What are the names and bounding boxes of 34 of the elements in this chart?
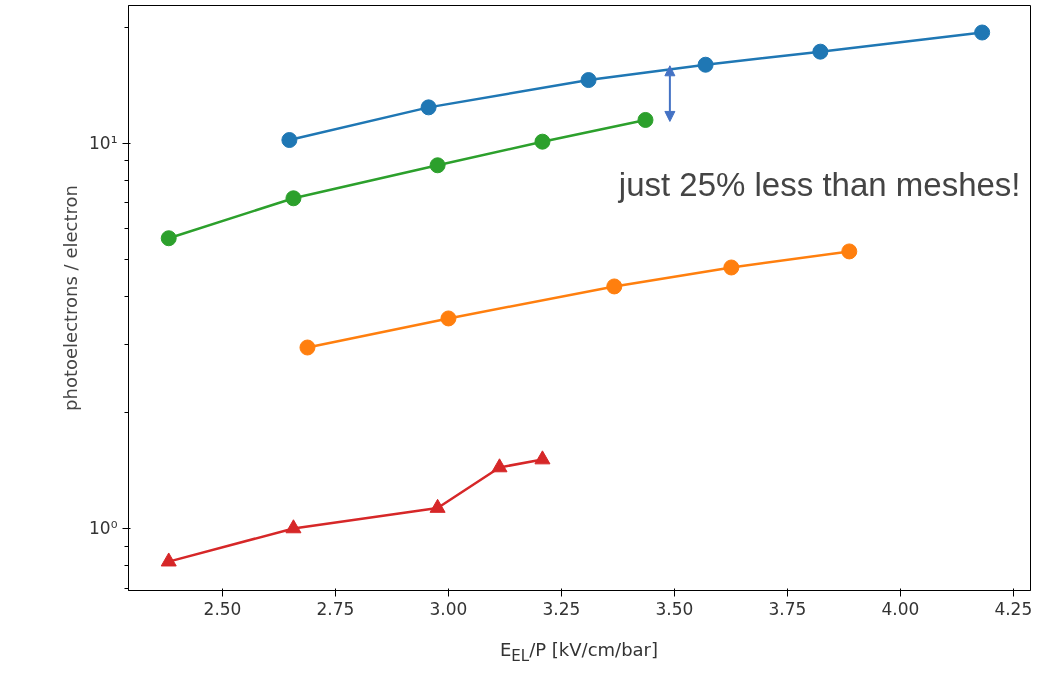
x-tick-label: 2.50 bbox=[203, 598, 242, 619]
point bbox=[299, 339, 316, 356]
x-tick-label: 3.25 bbox=[542, 598, 581, 619]
point bbox=[491, 458, 508, 473]
point bbox=[580, 72, 597, 89]
point bbox=[841, 243, 858, 260]
point bbox=[429, 498, 446, 513]
point bbox=[429, 157, 446, 174]
x-tick-label: 4.00 bbox=[881, 598, 920, 619]
point bbox=[534, 133, 551, 150]
point bbox=[697, 56, 714, 73]
y-tick-label: 10¹ bbox=[89, 133, 118, 154]
annotation: just 25% less than meshes! bbox=[617, 165, 1021, 203]
x-tick-label: 3.00 bbox=[429, 598, 468, 619]
point bbox=[534, 450, 551, 465]
point bbox=[160, 230, 177, 247]
x-axis-title: E$_{EL}$/P [kV/cm/bar] bbox=[499, 638, 659, 667]
point bbox=[420, 99, 437, 116]
x-tick-label: 3.50 bbox=[655, 598, 694, 619]
point bbox=[974, 24, 991, 41]
point bbox=[285, 190, 302, 207]
y-axis-title: photoelectrons / electron bbox=[60, 185, 82, 411]
x-tick-label: 2.75 bbox=[316, 598, 355, 619]
point bbox=[440, 310, 457, 327]
point bbox=[637, 111, 654, 128]
point bbox=[723, 259, 740, 276]
point bbox=[160, 552, 177, 567]
point bbox=[606, 278, 623, 295]
point bbox=[285, 519, 302, 534]
x-tick-label: 3.75 bbox=[768, 598, 807, 619]
point bbox=[812, 43, 829, 60]
y-tick-label: 10⁰ bbox=[89, 518, 118, 539]
point bbox=[281, 132, 298, 149]
x-tick-label: 4.25 bbox=[994, 598, 1033, 619]
